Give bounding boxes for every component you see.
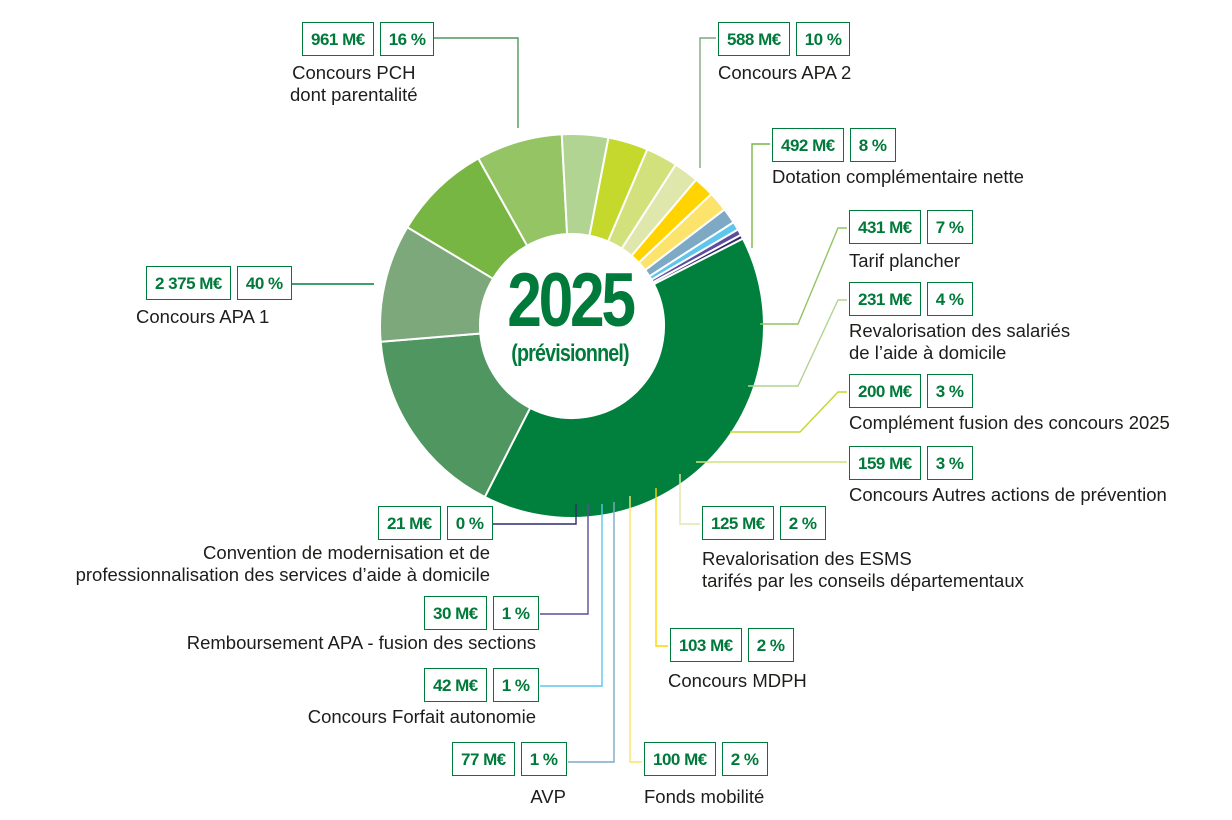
slice-value-boxes: 961 M€ 16 % <box>302 22 435 56</box>
leader-line <box>540 504 589 615</box>
slice-label: Remboursement APA - fusion des sections <box>186 632 536 653</box>
slice-label: Concours APA 2 <box>718 62 852 83</box>
percent-box: 1 % <box>492 596 539 630</box>
leader-line <box>490 504 577 525</box>
percent-box: 2 % <box>747 628 794 662</box>
percent-box: 0 % <box>446 506 493 540</box>
percent-box: 2 % <box>721 742 768 776</box>
amount-box: 103 M€ <box>670 628 742 662</box>
slice-label: Convention de modernisation et de profes… <box>75 542 490 585</box>
slice-label: Concours Forfait autonomie <box>307 706 536 727</box>
slice-value-boxes: 231 M€ 4 % <box>849 282 973 316</box>
amount-box: 231 M€ <box>849 282 921 316</box>
amount-box: 492 M€ <box>772 128 844 162</box>
leader-line <box>699 37 716 168</box>
donut-hole <box>480 234 664 418</box>
leader-line <box>655 488 668 647</box>
amount-box: 2 375 M€ <box>146 266 231 300</box>
center-title: 2025 <box>507 258 636 343</box>
amount-box: 961 M€ <box>302 22 374 56</box>
slice-label: AVP <box>530 786 566 807</box>
slice-label: Dotation complémentaire nette <box>772 166 1024 187</box>
leader-line <box>679 474 700 525</box>
percent-box: 10 % <box>795 22 851 56</box>
leader-line <box>540 504 603 687</box>
slice-label: Revalorisation des ESMS tarifés par les … <box>702 548 1024 591</box>
percent-box: 2 % <box>779 506 826 540</box>
leader-line <box>748 299 847 387</box>
leader-line <box>432 37 519 128</box>
percent-box: 16 % <box>379 22 435 56</box>
percent-box: 3 % <box>926 374 973 408</box>
amount-box: 100 M€ <box>644 742 716 776</box>
slice-value-boxes: 42 M€ 1 % <box>424 668 539 702</box>
slice-label: Revalorisation des salariés de l’aide à … <box>849 320 1071 363</box>
slice-value-boxes: 77 M€ 1 % <box>452 742 567 776</box>
slice-label: Complément fusion des concours 2025 <box>849 412 1170 433</box>
percent-box: 7 % <box>926 210 973 244</box>
percent-box: 4 % <box>926 282 973 316</box>
amount-box: 200 M€ <box>849 374 921 408</box>
percent-box: 3 % <box>926 446 973 480</box>
slice-label: Concours MDPH <box>668 670 807 691</box>
amount-box: 77 M€ <box>452 742 515 776</box>
slice-value-boxes: 159 M€ 3 % <box>849 446 973 480</box>
amount-box: 431 M€ <box>849 210 921 244</box>
slice-value-boxes: 2 375 M€ 40 % <box>146 266 292 300</box>
slice-value-boxes: 21 M€ 0 % <box>378 506 493 540</box>
slice-label: Concours PCH dont parentalité <box>290 62 418 105</box>
slice-value-boxes: 103 M€ 2 % <box>670 628 794 662</box>
slice-label: Concours APA 1 <box>136 306 270 327</box>
amount-box: 125 M€ <box>702 506 774 540</box>
leader-line <box>629 496 642 763</box>
percent-box: 1 % <box>492 668 539 702</box>
amount-box: 42 M€ <box>424 668 487 702</box>
slice-value-boxes: 125 M€ 2 % <box>702 506 826 540</box>
slice-label: Fonds mobilité <box>644 786 765 807</box>
amount-box: 30 M€ <box>424 596 487 630</box>
leader-line <box>568 502 615 763</box>
percent-box: 8 % <box>849 128 896 162</box>
slice-value-boxes: 588 M€ 10 % <box>718 22 851 56</box>
leader-line <box>760 227 847 325</box>
amount-box: 159 M€ <box>849 446 921 480</box>
percent-box: 40 % <box>236 266 292 300</box>
slice-value-boxes: 100 M€ 2 % <box>644 742 768 776</box>
leader-line <box>751 143 770 248</box>
center-subtitle: (prévisionnel) <box>511 340 629 367</box>
slice-label: Tarif plancher <box>849 250 961 271</box>
slice-value-boxes: 431 M€ 7 % <box>849 210 973 244</box>
percent-box: 1 % <box>520 742 567 776</box>
slice-value-boxes: 200 M€ 3 % <box>849 374 973 408</box>
slice-value-boxes: 492 M€ 8 % <box>772 128 896 162</box>
slice-label: Concours Autres actions de prévention <box>849 484 1167 505</box>
leader-line <box>730 391 847 433</box>
slice-value-boxes: 30 M€ 1 % <box>424 596 539 630</box>
amount-box: 588 M€ <box>718 22 790 56</box>
amount-box: 21 M€ <box>378 506 441 540</box>
